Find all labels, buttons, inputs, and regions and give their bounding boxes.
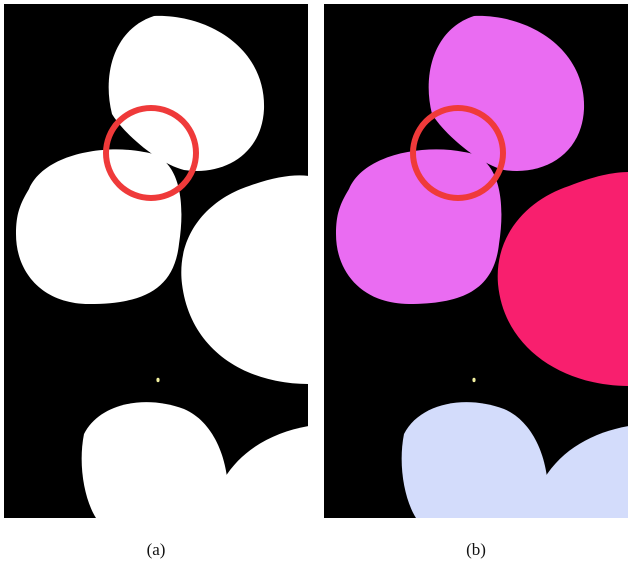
panel-a-blob-left (16, 149, 182, 304)
panel-a-blob-bottom-left (81, 402, 229, 518)
panel-a-blob-right (181, 175, 308, 384)
panel-b-blob-bottom-left (401, 402, 549, 518)
panel-a-highlight-ring (103, 105, 199, 201)
panel-a-blob-top (108, 15, 265, 171)
panel-b-highlight-ring (410, 105, 506, 201)
caption-b: (b) (466, 540, 486, 559)
panel-b-blob-bottom-right (542, 426, 628, 518)
caption-a: (a) (146, 540, 166, 559)
panel-b-blob-right (497, 172, 628, 386)
panel-a-blob-bottom-right (222, 426, 308, 518)
panel-b-blob-left (336, 149, 502, 304)
panel-b-instance-segmentation (324, 4, 628, 518)
panel-b-speck (472, 377, 476, 383)
panel-b-image (324, 4, 628, 518)
panel-a-binary-mask (4, 4, 308, 518)
panel-a-image (4, 4, 308, 518)
panel-a-speck (156, 377, 160, 383)
panel-b-blob-top (428, 15, 585, 171)
